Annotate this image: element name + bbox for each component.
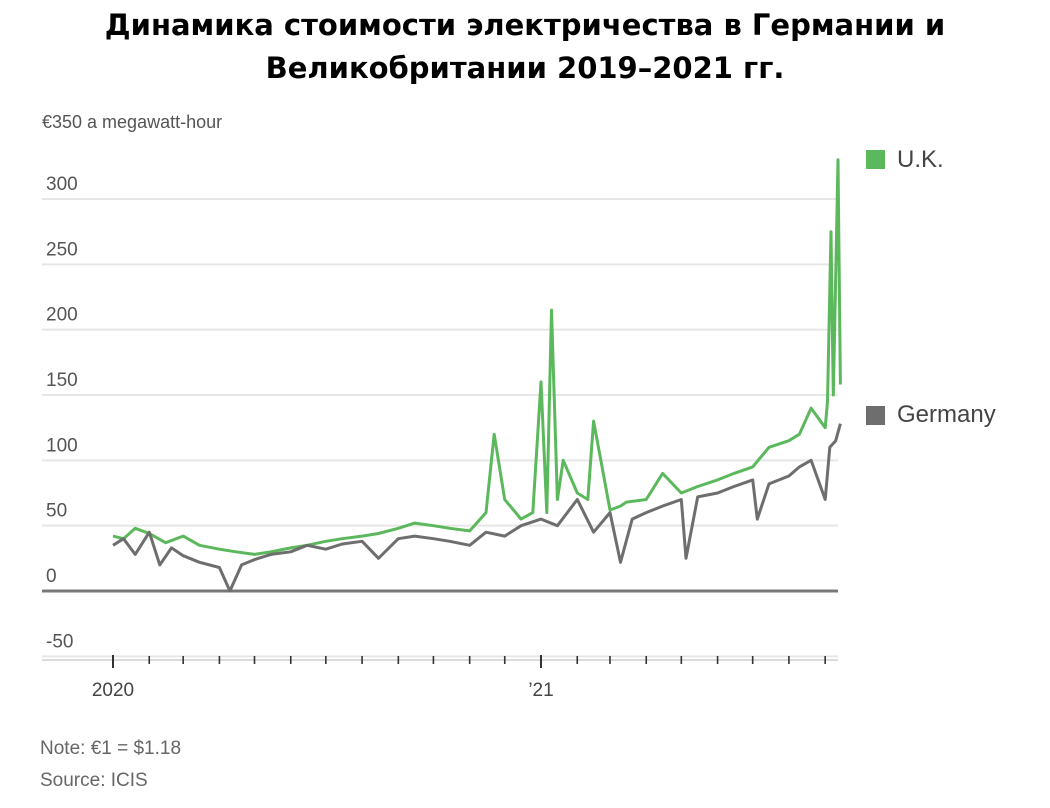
y-tick-label: 100 xyxy=(46,435,78,456)
chart-title-line-1: Динамика стоимости электричества в Герма… xyxy=(104,8,946,42)
series-line-uk xyxy=(112,158,842,556)
legend-swatch-germany xyxy=(866,406,885,425)
series-layer xyxy=(112,158,842,593)
y-tick-label: 300 xyxy=(46,174,78,195)
legend-label-uk: U.K. xyxy=(897,146,944,173)
legend-swatch-uk xyxy=(866,150,885,169)
chart-title: Динамика стоимости электричества в Герма… xyxy=(0,4,1050,90)
source-note: Source: ICIS xyxy=(40,770,148,791)
chart-title-line-2: Великобритании 2019–2021 гг. xyxy=(265,51,785,85)
grid-layer xyxy=(42,198,838,658)
currency-note: Note: €1 = $1.18 xyxy=(40,738,182,759)
y-tick-label: 150 xyxy=(46,370,78,391)
y-tick-label: 200 xyxy=(46,305,78,326)
chart-footnote: Note: €1 = $1.18 Source: ICIS xyxy=(40,733,181,797)
legend-label-germany: Germany xyxy=(897,401,996,428)
y-tick-label: 250 xyxy=(46,239,78,260)
series-line-germany xyxy=(112,423,842,593)
x-tick-label: 2020 xyxy=(92,680,134,701)
x-tick-label: ’21 xyxy=(528,680,553,701)
axis-layer: 300 250 200 150 100 50 0 -50 2020 ’21 xyxy=(42,174,838,701)
y-tick-label: 0 xyxy=(46,566,57,587)
y-tick-label: 50 xyxy=(46,501,67,522)
legend-layer: U.K. Germany xyxy=(866,146,996,428)
y-tick-label: -50 xyxy=(46,631,73,652)
y-axis-units-label: €350 a megawatt-hour xyxy=(42,112,223,132)
